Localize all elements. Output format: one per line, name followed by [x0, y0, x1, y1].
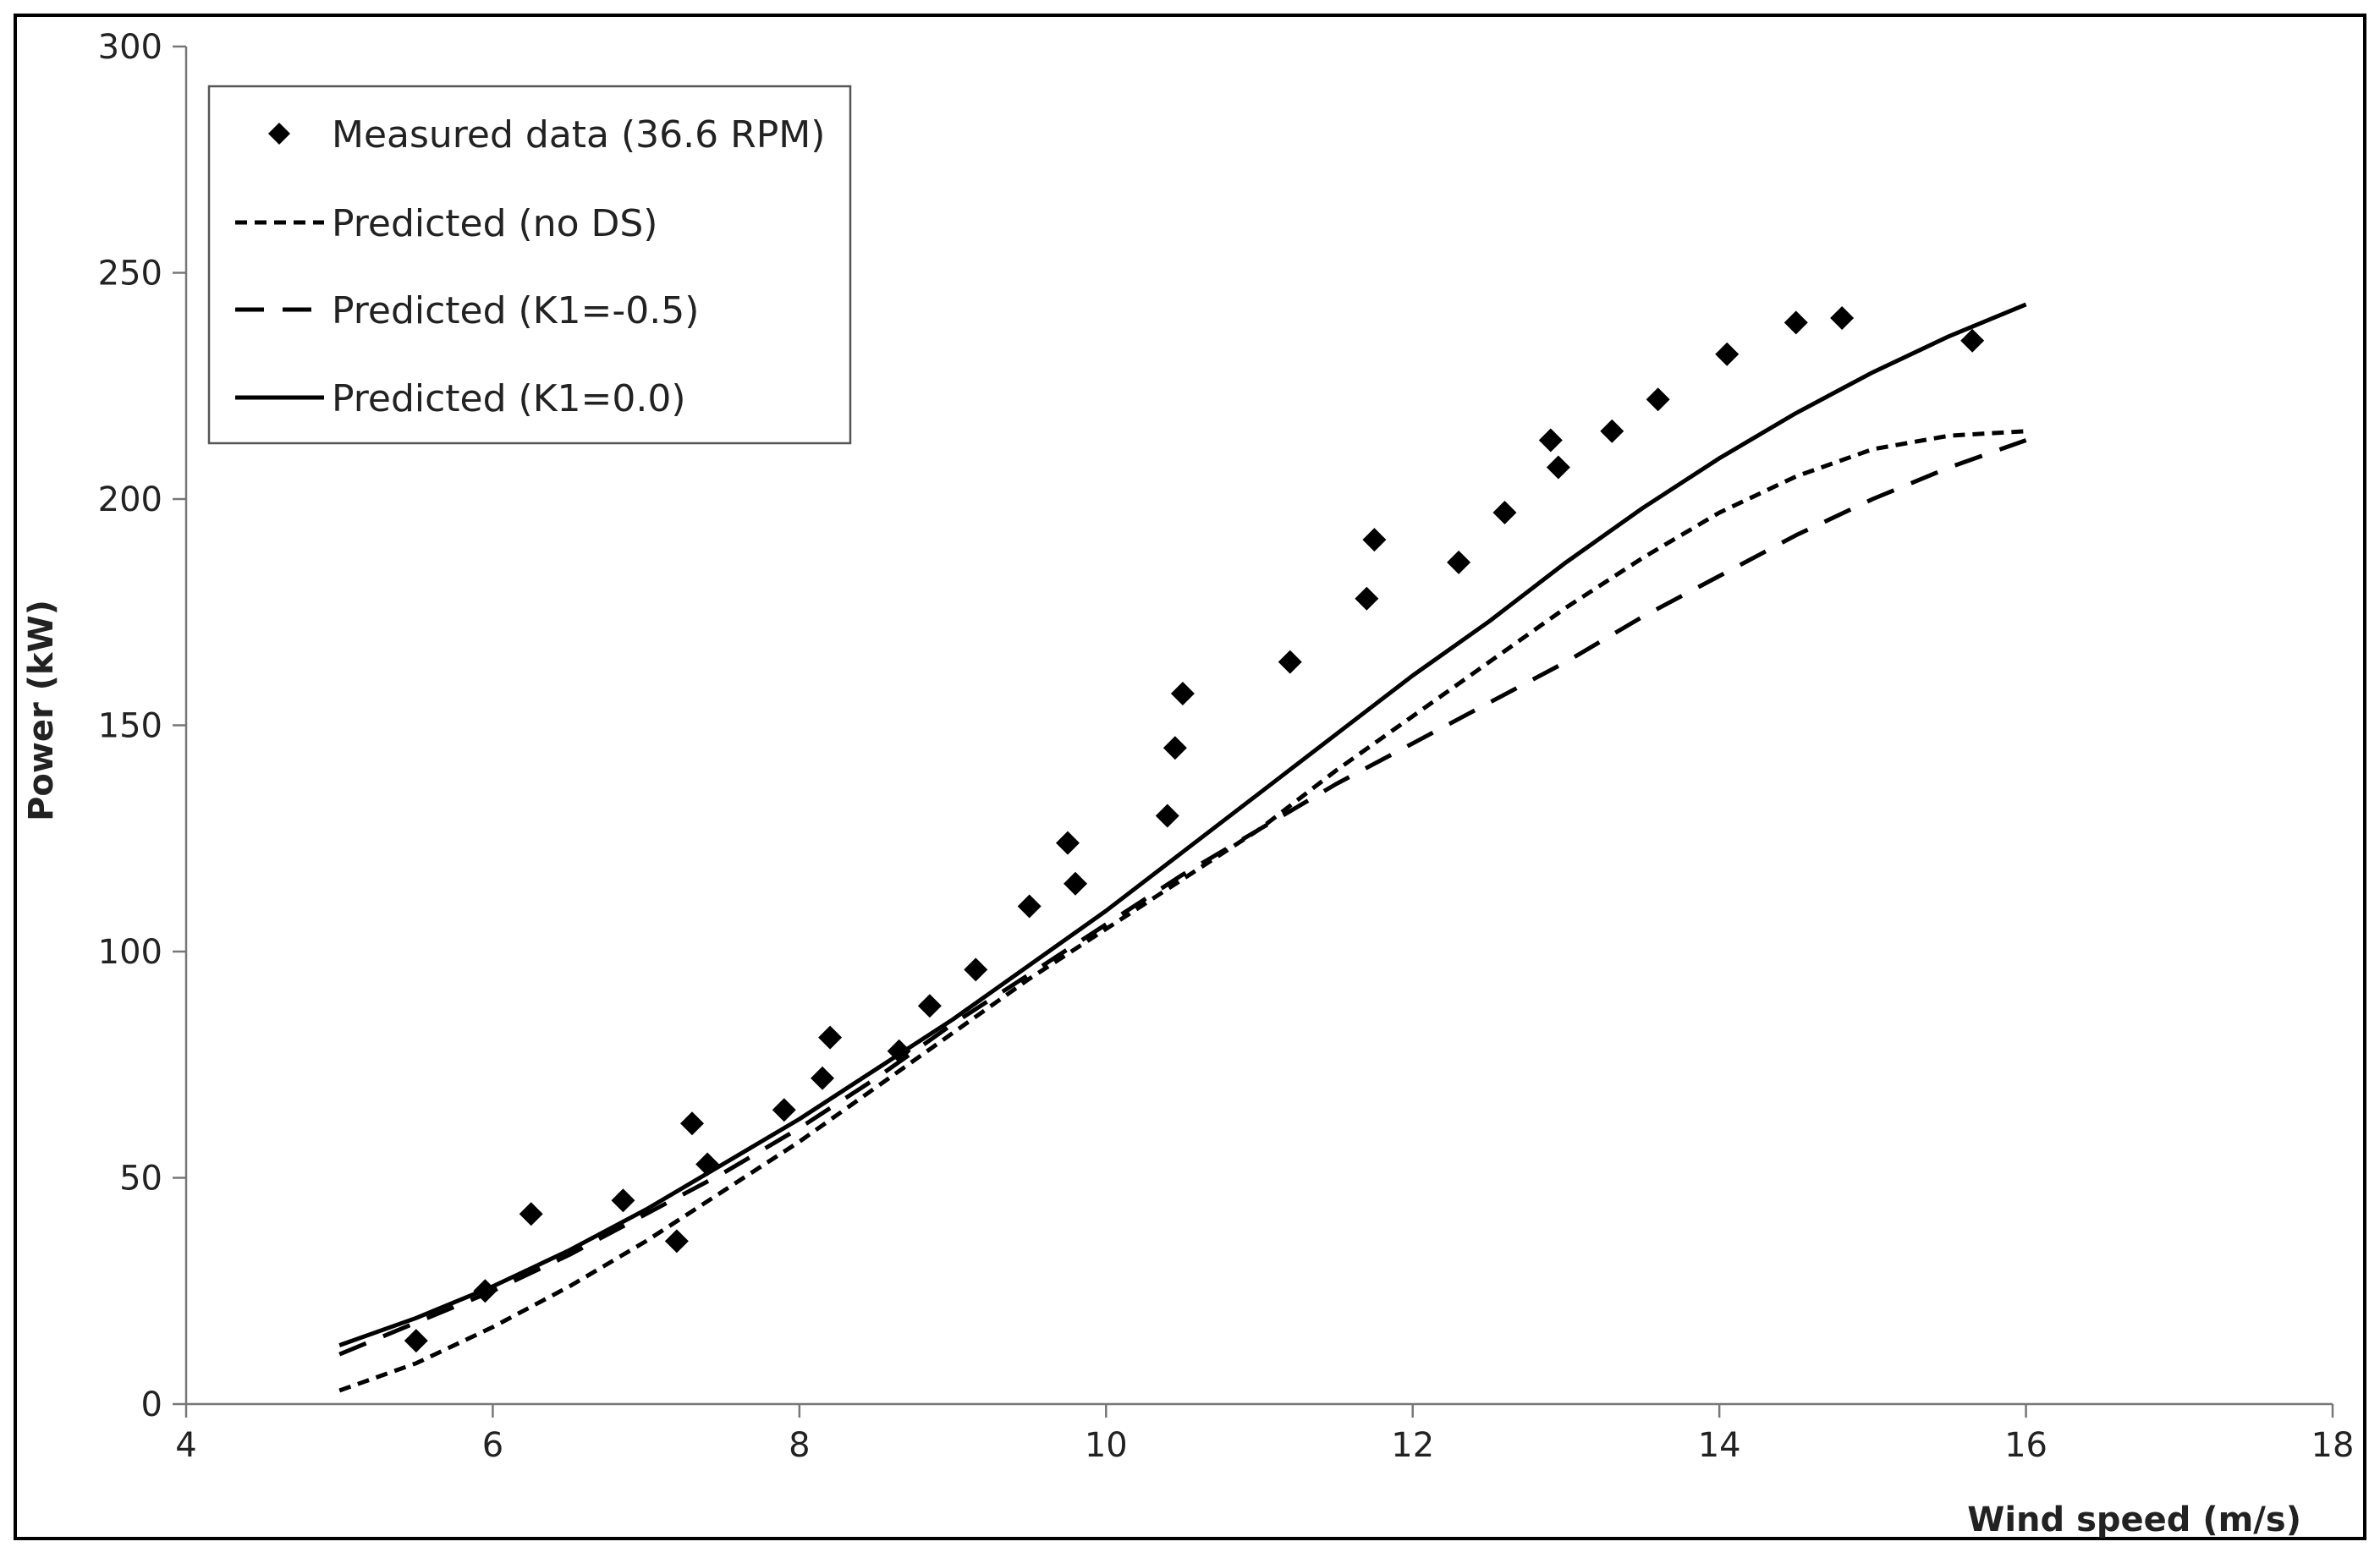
legend-marker: [268, 123, 290, 145]
x-tick-label: 18: [2311, 1426, 2355, 1465]
data-point-marker: [1960, 328, 1985, 353]
series-layer: [338, 302, 2027, 1393]
data-point-marker: [1546, 455, 1570, 480]
data-point-marker: [964, 957, 988, 982]
data-point-marker: [1155, 804, 1179, 828]
x-tick-label: 14: [1698, 1426, 1741, 1465]
data-point-marker: [1830, 306, 1855, 330]
legend-box: [207, 85, 852, 445]
y-tick-label: 150: [98, 707, 162, 746]
legend: Measured data (36.6 RPM) Predicted (no DS…: [207, 85, 852, 445]
data-point-marker: [1646, 387, 1670, 412]
data-point-marker: [917, 994, 942, 1018]
data-point-marker: [519, 1202, 543, 1226]
y-tick-label: 100: [98, 933, 162, 972]
data-point-marker: [1784, 310, 1808, 335]
data-point-marker: [611, 1188, 635, 1213]
data-point-marker: [1362, 528, 1387, 552]
data-point-marker: [695, 1152, 720, 1177]
x-tick-label: 16: [2004, 1426, 2047, 1465]
y-tick-label: 300: [98, 28, 162, 67]
legend-label: Predicted (no DS): [332, 202, 657, 245]
x-tick-label: 12: [1391, 1426, 1434, 1465]
data-point-marker: [1492, 501, 1517, 525]
data-point-marker: [1538, 428, 1563, 453]
data-point-marker: [1715, 342, 1740, 366]
data-point-marker: [772, 1098, 796, 1122]
legend-label: Measured data (36.6 RPM): [332, 113, 825, 156]
x-tick-label: 8: [789, 1426, 810, 1465]
y-axis-title: Power (kW): [22, 600, 61, 821]
data-point-marker: [1055, 831, 1080, 855]
axes-layer: 0 50 100 150 200 250 300 4 6 8 10 12 14 16 18: [98, 28, 2355, 1465]
data-point-marker: [473, 1279, 497, 1303]
data-point-marker: [1447, 550, 1471, 574]
data-point-marker: [1064, 871, 1088, 896]
data-point-marker: [887, 1039, 911, 1063]
data-point-marker: [404, 1329, 428, 1353]
x-axis-title: Wind speed (m/s): [1967, 1500, 2301, 1539]
data-point-marker: [811, 1066, 835, 1090]
data-point-marker: [680, 1111, 705, 1136]
data-point-marker: [1170, 682, 1195, 706]
x-tick-label: 6: [482, 1426, 503, 1465]
data-point-marker: [1278, 650, 1302, 674]
y-tick-label: 50: [119, 1160, 162, 1199]
data-point-marker: [664, 1229, 689, 1254]
x-tick-label: 4: [175, 1426, 196, 1465]
x-tick-label: 10: [1085, 1426, 1128, 1465]
legend-label: Predicted (K1=0.0): [332, 377, 686, 420]
data-point-marker: [1355, 586, 1379, 611]
data-point-marker: [1163, 736, 1187, 760]
series-line: [338, 438, 2027, 1357]
legend-label: Predicted (K1=-0.5): [332, 289, 699, 332]
y-tick-label: 200: [98, 480, 162, 519]
series-line: [338, 302, 2027, 1347]
y-tick-label: 0: [141, 1385, 162, 1424]
series-line: [338, 429, 2026, 1393]
data-point-marker: [1600, 419, 1624, 443]
data-point-marker: [818, 1025, 843, 1050]
data-point-marker: [1017, 894, 1042, 919]
y-tick-label: 250: [98, 255, 162, 293]
